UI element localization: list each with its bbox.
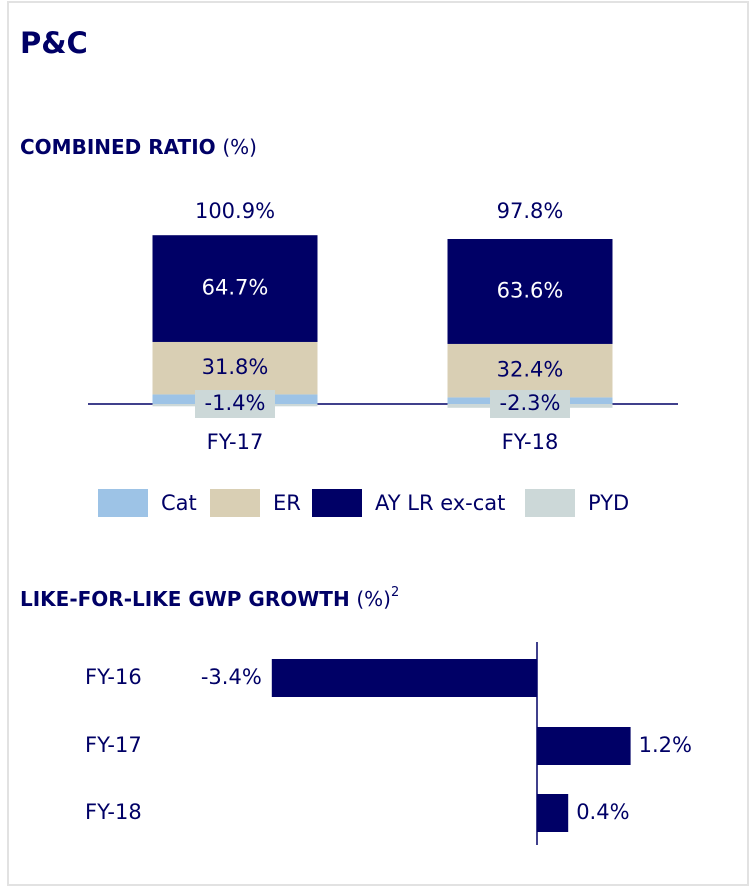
x-tick-label: FY-17 [207, 430, 264, 454]
x-tick-label: FY-18 [502, 430, 559, 454]
legend-swatch [98, 489, 148, 517]
bar [537, 794, 569, 832]
value-label: 0.4% [576, 800, 629, 824]
value-label: 63.6% [497, 278, 564, 302]
chart-title: COMBINED RATIO (%) [20, 135, 257, 160]
bar-segment [447, 343, 613, 398]
bar-segment [152, 235, 318, 342]
value-label: -2.3% [500, 391, 561, 415]
legend-swatch [210, 489, 260, 517]
total-label: 97.8% [497, 199, 564, 223]
chart-title: LIKE-FOR-LIKE GWP GROWTH (%)2 [20, 585, 399, 612]
legend-label: Cat [161, 491, 197, 515]
bar [271, 659, 537, 697]
value-label: 64.7% [202, 276, 269, 300]
total-label: 100.9% [195, 199, 275, 223]
value-label: 32.4% [497, 358, 564, 382]
value-label: 31.8% [202, 355, 269, 379]
legend-label: AY LR ex-cat [375, 491, 505, 515]
bar-segment [152, 341, 318, 395]
label-bg [195, 390, 275, 418]
bar [537, 727, 631, 765]
value-label: 1.2% [639, 733, 692, 757]
value-label: -1.4% [205, 391, 266, 415]
bar-segment [447, 239, 613, 344]
frame [7, 1, 749, 886]
legend-swatch [312, 489, 362, 517]
page-title: P&C [20, 26, 88, 60]
legend-swatch [525, 489, 575, 517]
legend-label: ER [273, 491, 301, 515]
value-label: -3.4% [201, 665, 262, 689]
y-tick-label: FY-16 [85, 665, 142, 689]
label-bg [490, 390, 570, 418]
y-tick-label: FY-18 [85, 800, 142, 824]
legend-label: PYD [588, 491, 629, 515]
y-tick-label: FY-17 [85, 733, 142, 757]
